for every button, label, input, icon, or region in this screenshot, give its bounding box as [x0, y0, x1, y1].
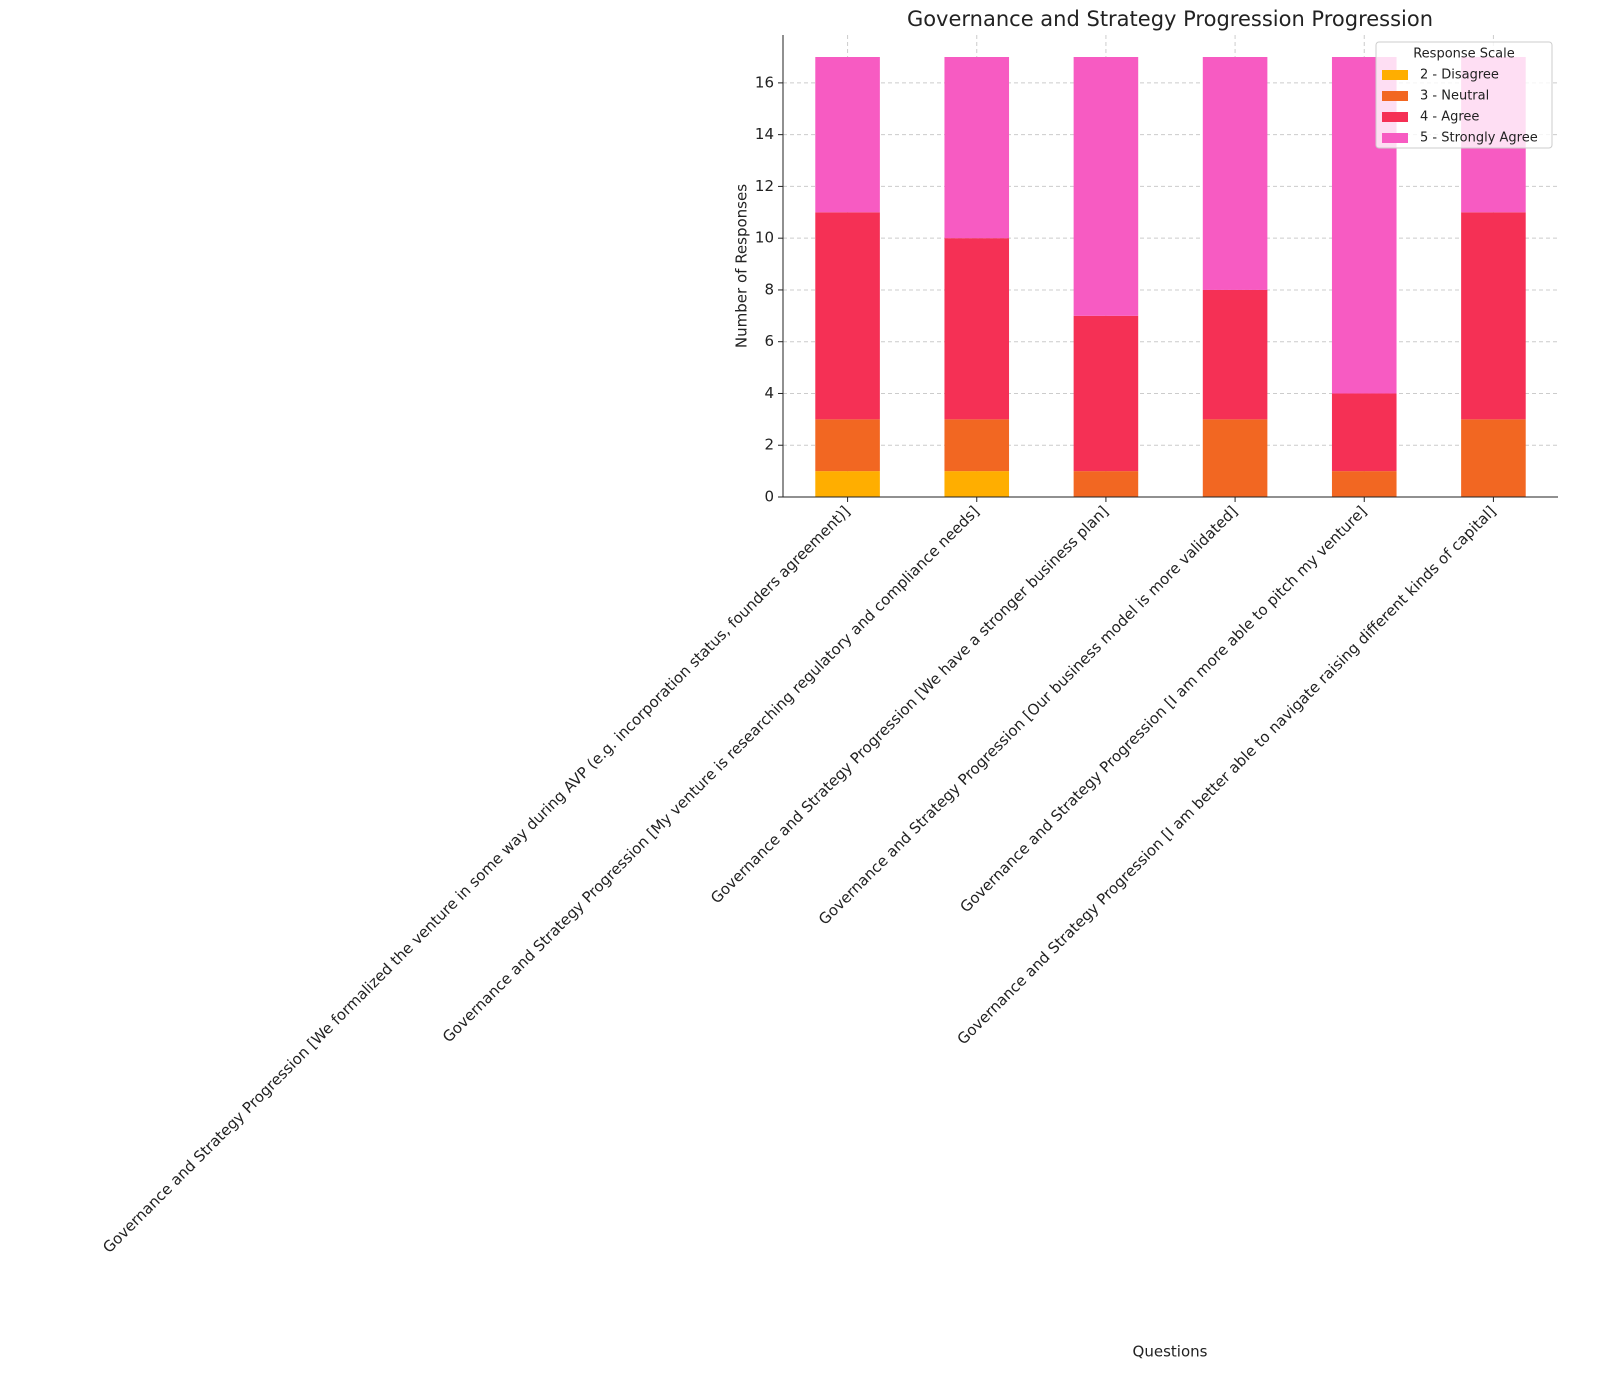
legend-label: 5 - Strongly Agree [1420, 131, 1538, 146]
bar-segment [1202, 289, 1268, 420]
bar-segment [944, 419, 1010, 472]
y-tick-label: 6 [764, 332, 774, 350]
bar-segment [1073, 315, 1139, 472]
bar-segment [1331, 471, 1397, 497]
x-axis-label: Questions [1133, 1343, 1208, 1361]
y-axis-label: Number of Responses [733, 184, 751, 348]
y-tick-label: 12 [755, 177, 774, 195]
legend-swatch [1382, 112, 1408, 122]
y-tick-label: 4 [764, 384, 774, 402]
legend-label: 3 - Neutral [1420, 89, 1489, 104]
chart-title: Governance and Strategy Progression Prog… [907, 7, 1433, 31]
bar-segment [1202, 57, 1268, 290]
y-tick-label: 16 [755, 73, 774, 91]
legend-label: 4 - Agree [1420, 110, 1479, 125]
bar-segment [815, 57, 880, 213]
bar-segment [1073, 471, 1139, 497]
legend-swatch [1382, 91, 1408, 101]
legend-swatch [1382, 133, 1408, 143]
x-tick-label: Governance and Strategy Progression [My … [439, 502, 983, 1046]
bar-segment [1202, 419, 1268, 497]
legend: Response Scale 2 - Disagree 3 - Neutral 4 -… [1375, 41, 1553, 149]
y-tick-label: 10 [755, 229, 774, 247]
legend-label: 2 - Disagree [1420, 68, 1499, 83]
bar-segment [944, 471, 1010, 497]
bar-segment [1331, 393, 1397, 472]
bar-segment [944, 238, 1010, 420]
bar-segment [1461, 212, 1526, 420]
y-tick-label: 0 [764, 488, 774, 506]
bar-segment [1073, 57, 1139, 316]
legend-box [1375, 41, 1553, 149]
bar-segment [1461, 419, 1526, 497]
bar-segment [815, 212, 880, 420]
x-tick-label: Governance and Strategy Progression [I a… [957, 502, 1371, 916]
y-tick-label: 2 [764, 436, 774, 454]
bar-segment [944, 57, 1010, 239]
bar-segment [815, 471, 880, 497]
y-tick-label: 8 [764, 280, 774, 298]
legend-title: Response Scale [1413, 47, 1515, 62]
x-tick-label: Governance and Strategy Progression [Our… [815, 502, 1241, 928]
y-tick-label: 14 [755, 125, 774, 143]
bar-segment [815, 419, 880, 472]
legend-swatch [1382, 70, 1408, 80]
